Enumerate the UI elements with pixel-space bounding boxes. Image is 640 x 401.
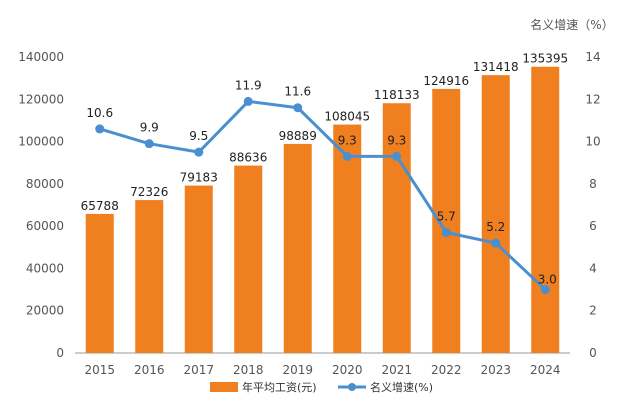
left-axis: 0 20000 40000 60000 80000 100000 120000 140000 <box>18 50 64 360</box>
bar-label-2016: 72326 <box>130 185 168 199</box>
x-axis: 2015 2016 2017 2018 2019 2020 2021 2022 2023 2024 <box>84 363 560 377</box>
legend-bar-swatch <box>210 382 238 392</box>
bar-label-2015: 65788 <box>81 199 119 213</box>
growth-label-2021: 9.3 <box>387 133 406 147</box>
bar-label-2017: 79183 <box>180 171 218 185</box>
x-tick-2022: 2022 <box>431 363 462 377</box>
x-tick-2015: 2015 <box>84 363 115 377</box>
growth-point-2022 <box>441 227 451 237</box>
right-tick-0: 0 <box>589 346 597 360</box>
bar-2016 <box>135 200 164 353</box>
growth-point-2019 <box>293 103 303 113</box>
growth-line <box>99 99 547 291</box>
bar-label-2024: 135395 <box>522 52 568 66</box>
left-tick-7: 140000 <box>18 50 64 64</box>
left-tick-4: 80000 <box>26 177 64 191</box>
growth-label-2019: 11.6 <box>284 85 311 99</box>
bar-labels: 65788 72326 79183 88636 98889 108045 118133124… <box>81 52 569 213</box>
right-tick-1: 2 <box>589 304 597 318</box>
legend-bar-label: 年平均工资(元) <box>242 380 317 394</box>
growth-point-2018 <box>243 96 253 106</box>
growth-label-2015: 10.6 <box>86 106 113 120</box>
growth-point-2015 <box>95 124 105 134</box>
growth-point-2021 <box>392 151 402 161</box>
left-tick-3: 60000 <box>26 219 64 233</box>
left-tick-2: 40000 <box>26 261 64 275</box>
right-tick-2: 4 <box>589 261 597 275</box>
bar-label-2020: 108045 <box>324 110 370 124</box>
right-tick-4: 8 <box>589 177 597 191</box>
bar-2024 <box>531 66 560 354</box>
line-series <box>95 96 550 295</box>
growth-point-2023 <box>491 238 501 248</box>
legend-line-label: 名义增速(%) <box>370 380 433 394</box>
bar-2015 <box>85 213 114 353</box>
x-tick-2024: 2024 <box>530 363 561 377</box>
bar-2022 <box>432 88 461 354</box>
bar-2021 <box>382 103 411 353</box>
right-tick-6: 12 <box>585 92 600 106</box>
x-tick-2023: 2023 <box>480 363 511 377</box>
bar-label-2023: 131418 <box>473 60 519 74</box>
x-tick-2018: 2018 <box>233 363 264 377</box>
left-tick-5: 100000 <box>18 135 64 149</box>
x-tick-2019: 2019 <box>282 363 313 377</box>
growth-point-2016 <box>144 139 154 149</box>
left-tick-0: 0 <box>56 346 64 360</box>
right-tick-7: 14 <box>585 50 600 64</box>
right-tick-3: 6 <box>589 219 597 233</box>
bars <box>85 66 560 354</box>
x-tick-2021: 2021 <box>381 363 412 377</box>
growth-label-2018: 11.9 <box>235 78 262 92</box>
left-tick-1: 20000 <box>26 304 64 318</box>
bar-2023 <box>481 75 510 353</box>
bar-label-2019: 98889 <box>279 129 317 143</box>
growth-label-2017: 9.5 <box>189 129 208 143</box>
right-axis: 0 2 4 6 8 10 12 14 <box>585 50 600 360</box>
legend-line-dot <box>348 383 356 391</box>
growth-point-2017 <box>194 147 204 157</box>
growth-label-2016: 9.9 <box>140 121 159 135</box>
growth-label-2024: 3.0 <box>538 273 557 287</box>
growth-label-2022: 5.7 <box>437 209 456 223</box>
bar-2018 <box>234 165 263 353</box>
bar-label-2018: 88636 <box>229 151 267 165</box>
bar-2019 <box>283 143 312 353</box>
left-tick-6: 120000 <box>18 92 64 106</box>
x-tick-2016: 2016 <box>134 363 165 377</box>
growth-point-2020 <box>342 151 352 161</box>
right-axis-title: 名义增速（%） <box>530 17 613 32</box>
x-tick-2020: 2020 <box>332 363 363 377</box>
bar-label-2022: 124916 <box>423 74 469 88</box>
growth-label-2020: 9.3 <box>338 133 357 147</box>
bar-2020 <box>333 124 362 353</box>
growth-label-2023: 5.2 <box>486 220 505 234</box>
legend: 年平均工资(元) 名义增速(%) <box>210 380 433 394</box>
growth-point-2024 <box>540 285 550 295</box>
right-tick-5: 10 <box>585 135 600 149</box>
x-tick-2017: 2017 <box>183 363 214 377</box>
bar-2017 <box>184 185 213 353</box>
line-labels: 10.6 9.9 9.5 11.9 11.6 9.3 9.3 5.7 5.2 3.0 <box>86 78 556 286</box>
bar-label-2021: 118133 <box>374 88 420 102</box>
